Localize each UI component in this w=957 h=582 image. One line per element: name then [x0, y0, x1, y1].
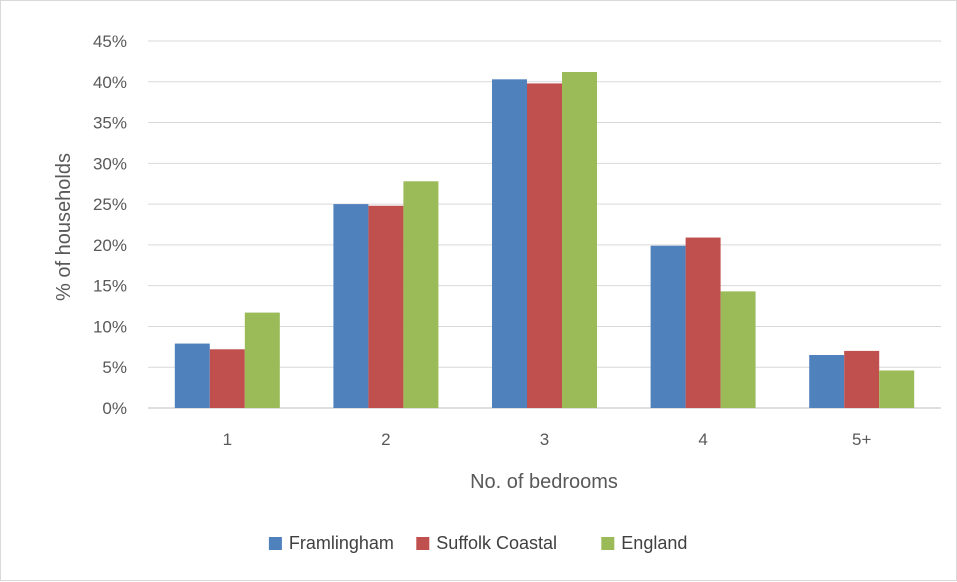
legend-label: England: [621, 533, 687, 553]
legend-item: Framlingham: [268, 533, 394, 553]
legend-label: Suffolk Coastal: [436, 533, 557, 553]
legend-item: England: [601, 533, 687, 553]
x-tick-label: 1: [223, 430, 232, 449]
x-axis-tick-labels: 1 2 3 4 5+: [223, 430, 872, 449]
y-tick-label: 45%: [93, 32, 127, 51]
bar-england-4: [720, 291, 756, 408]
bar-framlingham-1: [174, 343, 210, 408]
bar-england-2: [403, 181, 439, 408]
bar-england-3: [562, 71, 597, 408]
y-tick-label: 25%: [93, 195, 127, 214]
x-tick-label: 2: [381, 430, 390, 449]
bar-framlingham-3: [492, 79, 527, 408]
y-tick-label: 15%: [93, 277, 127, 296]
y-tick-label: 40%: [93, 73, 127, 92]
bar-framlingham-5+: [809, 354, 845, 408]
x-tick-label: 4: [698, 430, 707, 449]
y-tick-label: 5%: [102, 358, 127, 377]
x-axis-title: No. of bedrooms: [470, 471, 618, 493]
bar-suffolk-coastal-3: [527, 83, 562, 409]
bars: [174, 71, 915, 409]
legend: Framlingham Suffolk Coastal England: [268, 533, 687, 553]
bar-framlingham-4: [650, 245, 686, 408]
y-tick-label: 30%: [93, 154, 127, 173]
y-tick-label: 10%: [93, 317, 127, 336]
y-tick-label: 35%: [93, 114, 127, 133]
y-tick-label: 20%: [93, 236, 127, 255]
bar-suffolk-coastal-2: [368, 205, 404, 408]
x-tick-label: 5+: [852, 430, 871, 449]
legend-swatch: [601, 537, 615, 550]
legend-item: Suffolk Coastal: [416, 533, 557, 553]
x-tick-label: 3: [540, 430, 549, 449]
legend-swatch: [268, 537, 282, 550]
y-axis-title: % of households: [53, 153, 75, 301]
legend-label: Framlingham: [289, 533, 394, 553]
y-tick-label: 0%: [102, 399, 127, 418]
y-axis-tick-labels: 0% 5% 10% 15% 20% 25% 30% 35% 40% 45%: [93, 32, 127, 418]
legend-swatch: [416, 537, 430, 550]
bar-england-5+: [879, 370, 915, 408]
bar-england-1: [244, 312, 280, 408]
bar-suffolk-coastal-1: [209, 349, 245, 408]
bar-suffolk-coastal-4: [685, 237, 721, 408]
bar-framlingham-2: [333, 204, 369, 408]
bar-suffolk-coastal-5+: [844, 350, 880, 408]
